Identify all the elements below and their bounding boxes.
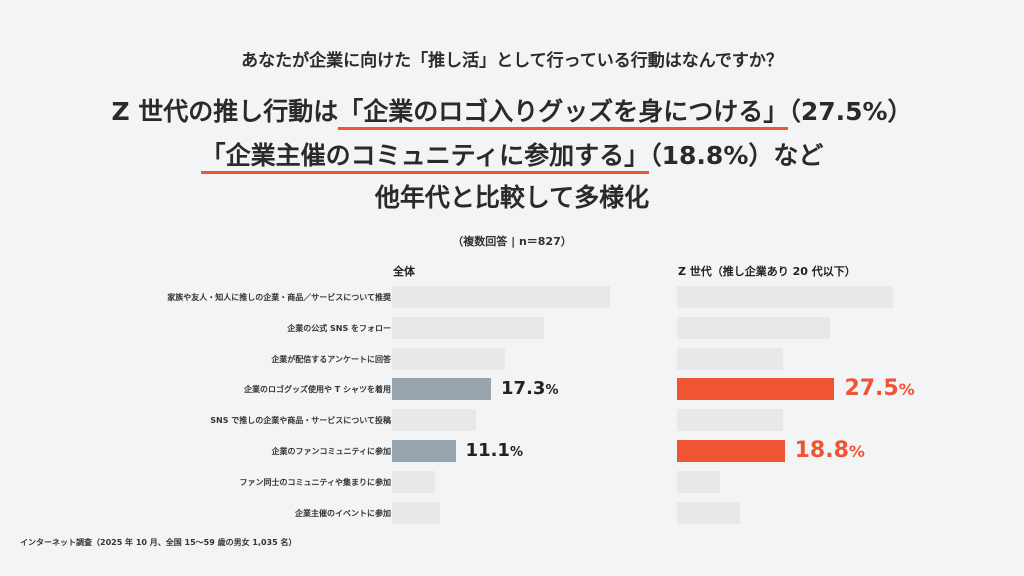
question-text: あなたが企業に向けた「推し活」として行っている行動はなんですか？	[241, 51, 783, 71]
all-bar	[392, 501, 440, 524]
value-number: 17.3	[501, 378, 546, 400]
headline-1-pre: Z 世代の推し行動は	[111, 97, 339, 126]
z-bar	[677, 440, 785, 462]
all-bar	[392, 470, 435, 493]
category-label: 家族や友人・知人に推しの企業・商品／サービスについて推奨	[167, 293, 391, 302]
value-number: 11.1	[465, 440, 510, 461]
z-bar	[677, 409, 783, 432]
z-bar	[677, 378, 835, 401]
value-number: 27.5	[844, 376, 899, 402]
category-label: 企業の公式 SNS をフォロー	[287, 323, 391, 333]
category-label: ファン同士のコミュニティや集まりに参加	[239, 477, 391, 487]
all-bar	[392, 378, 492, 401]
headline-2-post: （18.8%）など	[649, 141, 824, 170]
z-bar	[677, 470, 720, 493]
category-label: 企業のロゴグッズ使用や T シャツを着用	[243, 385, 391, 395]
value-unit: %	[848, 442, 865, 461]
headline-1-mark: 「企業のロゴ入りグッズを身につける」	[338, 97, 789, 130]
all-bar	[392, 316, 544, 339]
all-bar	[392, 286, 610, 308]
headline-1-post: （27.5%）	[788, 97, 913, 126]
z-bar	[677, 347, 783, 370]
category-label: 企業主催のイベントに参加	[295, 508, 391, 518]
value-number: 18.8	[794, 438, 849, 463]
all-bar	[392, 440, 456, 462]
category-label: SNS で推しの企業や商品・サービスについて投稿	[210, 416, 391, 426]
value-unit: %	[898, 380, 915, 400]
z-bar	[677, 501, 740, 524]
z-value-label: 18.8%	[795, 438, 865, 463]
z-bar	[677, 316, 831, 339]
all-value-label: 17.3%	[501, 378, 558, 399]
value-unit: %	[509, 445, 523, 460]
all-value-label: 11.1%	[466, 440, 523, 461]
all-bar	[392, 347, 506, 370]
category-label: 企業のファンコミュニティに参加	[271, 447, 391, 456]
chart-title-all: 全体	[393, 265, 415, 278]
category-label: 企業が配信するアンケートに回答	[271, 354, 391, 364]
survey-source: インターネット調査（2025 年 10 月、全国 15〜59 歳の男女 1,03…	[20, 538, 297, 547]
headline-line-2: 「企業主催のコミュニティに参加する」（18.8%）など	[0, 136, 1024, 174]
headline-2-mark: 「企業主催のコミュニティに参加する」	[200, 141, 650, 174]
value-unit: %	[545, 383, 559, 399]
all-bar	[392, 409, 477, 432]
headline-line-1: Z 世代の推し行動は「企業のロゴ入りグッズを身につける」（27.5%）	[0, 92, 1024, 130]
sample-note: （複数回答 | n＝827）	[452, 235, 572, 248]
headline-line-3: 他年代と比較して多様化	[374, 183, 650, 212]
z-value-label: 27.5%	[844, 376, 914, 401]
chart-title-z: Z 世代（推し企業あり 20 代以下）	[678, 265, 856, 278]
z-bar	[677, 286, 894, 308]
